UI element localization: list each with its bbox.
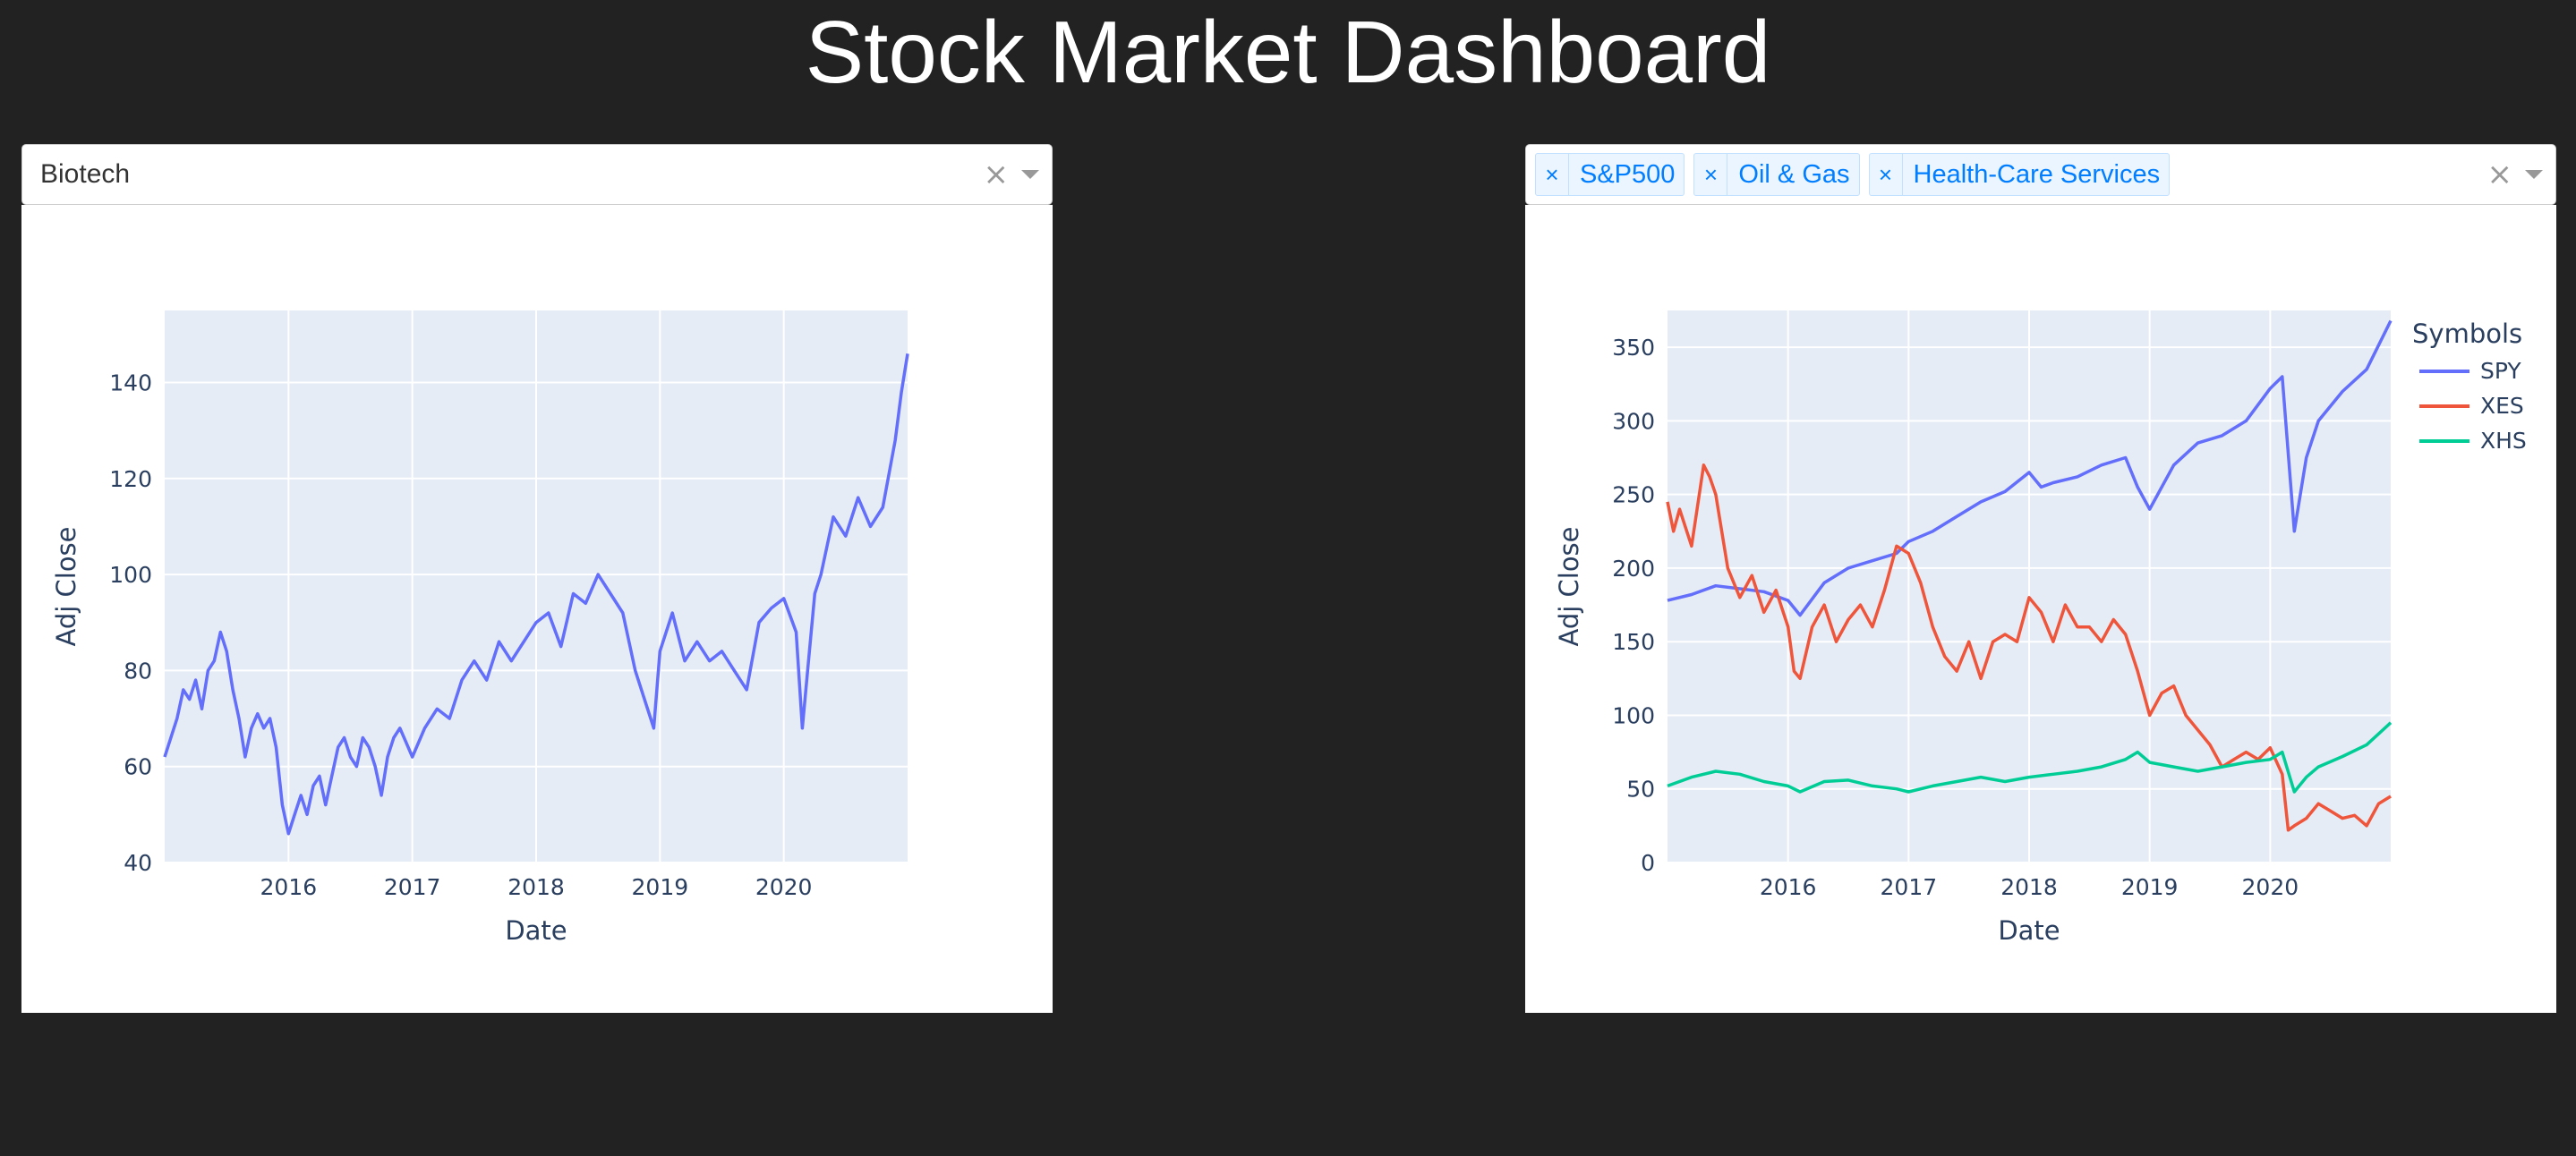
y-tick-label: 250 [1612, 482, 1655, 508]
tag-label: Health-Care Services [1913, 159, 2161, 189]
right-chart-svg: 2016 2017 2018 2019 2020 0 50 100 150 200 250 300 35… [1554, 310, 2527, 946]
y-tick-label: 120 [109, 466, 152, 492]
symbols-multi-dropdown[interactable]: × S&P500 × Oil & Gas × Health-Care Servi… [1525, 144, 2556, 205]
y-tick-label: 0 [1641, 850, 1655, 876]
close-icon[interactable]: × [1694, 154, 1728, 195]
x-axis-label: Date [505, 915, 567, 946]
y-tick-label: 350 [1612, 335, 1655, 361]
dropdown-controls: × [983, 145, 1039, 204]
left-chart: 2016 2017 2018 2019 2020 40 60 80 100 120 140 Date A… [21, 205, 1053, 1013]
tag-health-care-services[interactable]: × Health-Care Services [1868, 153, 2171, 196]
x-tick-label: 2017 [384, 874, 441, 900]
y-axis-label: Adj Close [1554, 526, 1584, 646]
legend-item: SPY [2480, 358, 2521, 384]
close-icon[interactable]: × [983, 157, 1010, 192]
legend-title: Symbols [2412, 319, 2522, 349]
y-tick-label: 100 [109, 562, 152, 588]
close-icon[interactable]: × [2486, 157, 2513, 192]
x-tick-label: 2016 [260, 874, 318, 900]
y-axis-label: Adj Close [51, 526, 81, 646]
page-title: Stock Market Dashboard [805, 3, 1771, 101]
x-tick-label: 2017 [1881, 874, 1938, 900]
close-icon[interactable]: × [1870, 154, 1903, 195]
left-panel: Biotech × 2016 2017 2018 2019 2020 40 60 80 100 1… [21, 144, 1053, 1013]
x-tick-label: 2019 [632, 874, 689, 900]
x-tick-label: 2016 [1760, 874, 1817, 900]
chevron-down-icon[interactable] [1021, 170, 1039, 179]
chevron-down-icon[interactable] [2525, 170, 2543, 179]
series-line-0 [163, 353, 909, 836]
right-panel: × S&P500 × Oil & Gas × Health-Care Servi… [1525, 144, 2556, 1013]
dropdown-tags: × S&P500 × Oil & Gas × Health-Care Servi… [1526, 153, 2171, 196]
y-tick-label: 50 [1626, 777, 1655, 803]
y-tick-label: 80 [124, 658, 152, 684]
y-tick-label: 150 [1612, 629, 1655, 655]
y-tick-label: 40 [124, 850, 152, 876]
tag-label: Oil & Gas [1738, 159, 1850, 189]
x-tick-label: 2018 [2000, 874, 2058, 900]
legend-item: XHS [2480, 428, 2527, 454]
x-axis-label: Date [1998, 915, 2060, 946]
series-line-spy [1667, 319, 2393, 617]
right-chart: 2016 2017 2018 2019 2020 0 50 100 150 200 250 300 35… [1525, 205, 2556, 1013]
y-tick-label: 140 [109, 370, 152, 395]
y-tick-label: 60 [124, 754, 152, 780]
tag-label: S&P500 [1580, 159, 1676, 189]
y-tick-label: 200 [1612, 556, 1655, 582]
tag-oil-gas[interactable]: × Oil & Gas [1693, 153, 1860, 196]
close-icon[interactable]: × [1536, 154, 1569, 195]
x-tick-label: 2018 [508, 874, 565, 900]
legend-item: XES [2480, 393, 2524, 419]
x-tick-label: 2020 [2242, 874, 2299, 900]
tag-sp500[interactable]: × S&P500 [1535, 153, 1685, 196]
x-tick-label: 2020 [755, 874, 813, 900]
y-tick-label: 100 [1612, 702, 1655, 728]
dropdown-selected-value: Biotech [40, 159, 131, 189]
x-tick-label: 2019 [2121, 874, 2179, 900]
dropdown-controls: × [2486, 145, 2543, 204]
y-tick-label: 300 [1612, 408, 1655, 434]
industry-dropdown[interactable]: Biotech × [21, 144, 1053, 205]
series-line-xhs [1667, 721, 2393, 794]
left-chart-svg: 2016 2017 2018 2019 2020 40 60 80 100 120 140 Date A… [51, 310, 909, 946]
